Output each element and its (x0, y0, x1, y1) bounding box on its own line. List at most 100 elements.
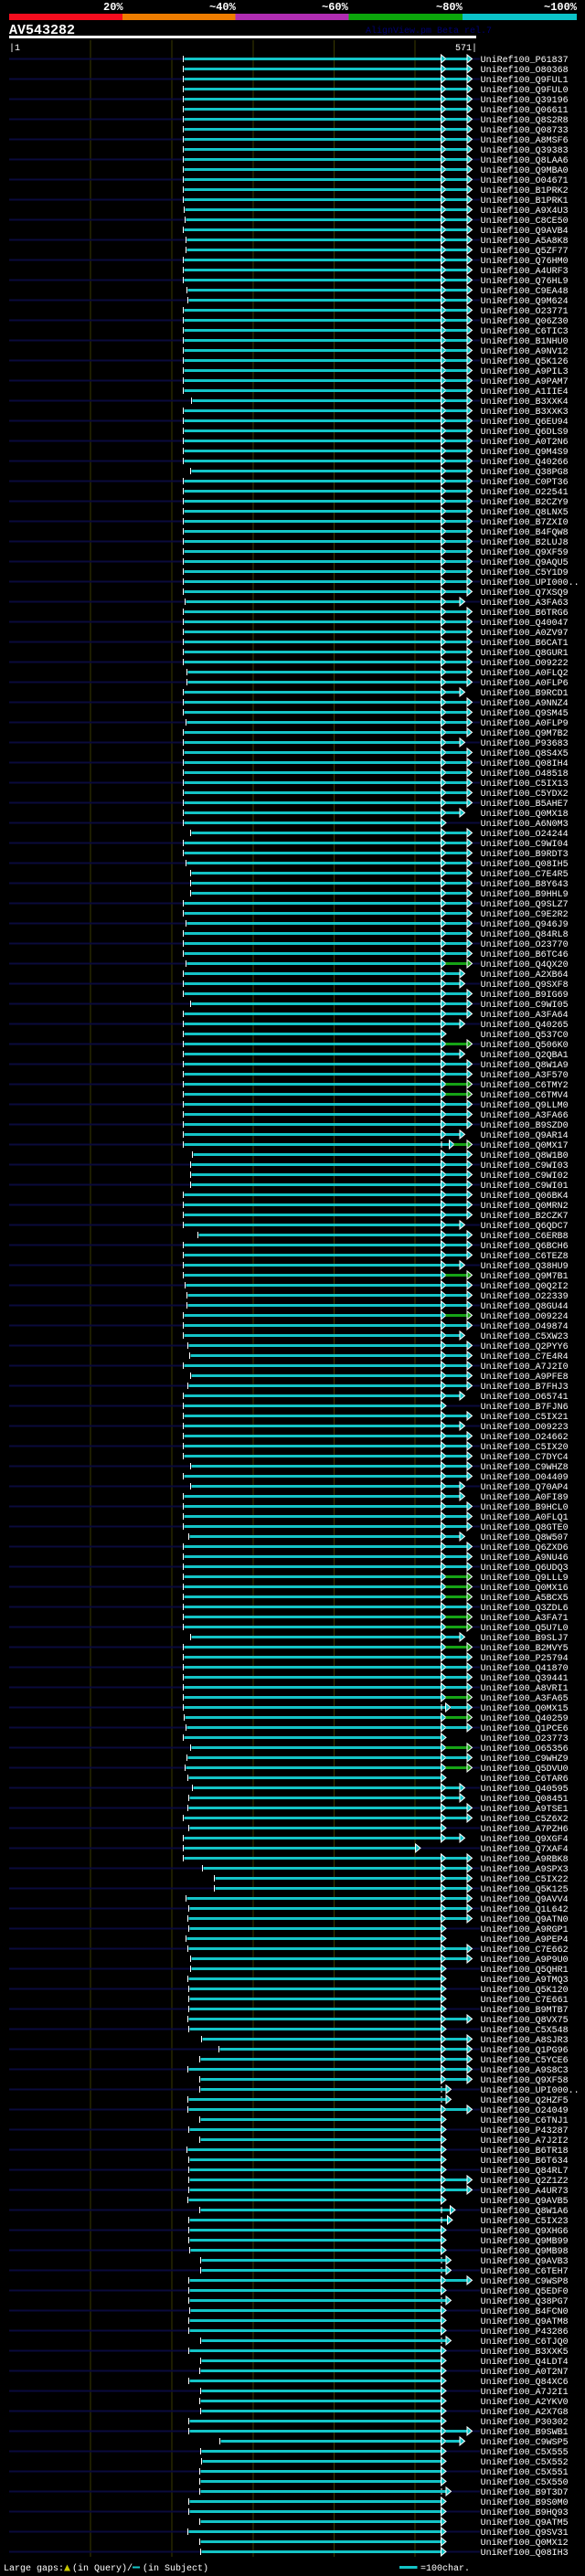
svg-text:UniRef100_A0ZV97: UniRef100_A0ZV97 (481, 628, 569, 639)
svg-text:UniRef100_B7FJN6: UniRef100_B7FJN6 (481, 1402, 569, 1413)
svg-text:UniRef100_A6N0M3: UniRef100_A6N0M3 (481, 819, 569, 830)
svg-text:UniRef100_Q40259: UniRef100_Q40259 (481, 1713, 569, 1724)
svg-text:UniRef100_C5Y1D9: UniRef100_C5Y1D9 (481, 567, 569, 578)
svg-text:UniRef100_A3FA65: UniRef100_A3FA65 (481, 1693, 569, 1704)
svg-text:UniRef100_Q06Z30: UniRef100_Q06Z30 (481, 316, 569, 327)
svg-text:UniRef100_Q39383: UniRef100_Q39383 (481, 145, 569, 156)
svg-text:UniRef100_O24244: UniRef100_O24244 (481, 829, 569, 840)
svg-text:UniRef100_Q2QBA1: UniRef100_Q2QBA1 (481, 1050, 569, 1061)
svg-text:UniRef100_A5A8K8: UniRef100_A5A8K8 (481, 236, 569, 247)
svg-text:UniRef100_C9WHZ9: UniRef100_C9WHZ9 (481, 1754, 569, 1765)
svg-text:UniRef100_A2YKV0: UniRef100_A2YKV0 (481, 2397, 569, 2408)
svg-text:UniRef100_Q1L642: UniRef100_Q1L642 (481, 1904, 569, 1915)
svg-text:20%: 20% (103, 1, 123, 14)
svg-text:UniRef100_O49874: UniRef100_O49874 (481, 1321, 569, 1332)
svg-text:UniRef100_A9SPX3: UniRef100_A9SPX3 (481, 1864, 569, 1875)
svg-text:UniRef100_Q06611: UniRef100_Q06611 (481, 105, 569, 116)
svg-text:UniRef100_P43286: UniRef100_P43286 (481, 2327, 569, 2337)
svg-text:UniRef100_C5XW23: UniRef100_C5XW23 (481, 1331, 569, 1342)
svg-text:UniRef100_A7J2I2: UniRef100_A7J2I2 (481, 2136, 569, 2147)
svg-text:UniRef100_C9WSP5: UniRef100_C9WSP5 (481, 2437, 569, 2448)
svg-text:UniRef100_Q8LAA6: UniRef100_Q8LAA6 (481, 155, 569, 166)
svg-text:UniRef100_Q4LDT4: UniRef100_Q4LDT4 (481, 2357, 569, 2368)
svg-text:UniRef100_B6CAT1: UniRef100_B6CAT1 (481, 638, 569, 649)
svg-text:UniRef100_C6ERB8: UniRef100_C6ERB8 (481, 1231, 569, 1242)
svg-text:UniRef100_C7DYC4: UniRef100_C7DYC4 (481, 1452, 569, 1463)
svg-text:UniRef100_Q9ATM5: UniRef100_Q9ATM5 (481, 2518, 569, 2528)
svg-text:UniRef100_Q38PG8: UniRef100_Q38PG8 (481, 467, 569, 478)
svg-text:UniRef100_Q9M7B1: UniRef100_Q9M7B1 (481, 1271, 569, 1282)
svg-text:UniRef100_Q8W1B0: UniRef100_Q8W1B0 (481, 1150, 569, 1161)
svg-text:UniRef100_Q9MB99: UniRef100_Q9MB99 (481, 2236, 569, 2247)
svg-text:UniRef100_Q2HZF5: UniRef100_Q2HZF5 (481, 2095, 569, 2106)
svg-text:UniRef100_C5X555: UniRef100_C5X555 (481, 2447, 569, 2458)
svg-text:UniRef100_Q08733: UniRef100_Q08733 (481, 125, 569, 136)
svg-text:UniRef100_Q5ZF77: UniRef100_Q5ZF77 (481, 246, 569, 257)
svg-text:UniRef100_B2MVY5: UniRef100_B2MVY5 (481, 1643, 569, 1654)
svg-text:UniRef100_B1NHU0: UniRef100_B1NHU0 (481, 336, 569, 347)
svg-text:UniRef100_Q5DVU0: UniRef100_Q5DVU0 (481, 1764, 569, 1775)
svg-text:UniRef100_Q537C0: UniRef100_Q537C0 (481, 1030, 569, 1041)
svg-text:UniRef100_C5YDX2: UniRef100_C5YDX2 (481, 789, 569, 800)
svg-text:UniRef100_Q08IH4: UniRef100_Q08IH4 (481, 758, 569, 769)
svg-text:UniRef100_B1PRK1: UniRef100_B1PRK1 (481, 196, 569, 207)
svg-text:UniRef100_Q8W507: UniRef100_Q8W507 (481, 1532, 569, 1543)
svg-text:UniRef100_Q2Z1Z2: UniRef100_Q2Z1Z2 (481, 2176, 569, 2187)
svg-text:UniRef100_Q4QX20: UniRef100_Q4QX20 (481, 959, 569, 970)
svg-text:UniRef100_Q39441: UniRef100_Q39441 (481, 1673, 569, 1684)
svg-text:UniRef100_Q5K126: UniRef100_Q5K126 (481, 356, 569, 367)
svg-text:UniRef100_A9NU46: UniRef100_A9NU46 (481, 1553, 569, 1564)
svg-text:UniRef100_C9WSP8: UniRef100_C9WSP8 (481, 2276, 569, 2287)
svg-text:UniRef100_C9E2R2: UniRef100_C9E2R2 (481, 909, 569, 920)
svg-text:UniRef100_Q08451: UniRef100_Q08451 (481, 1794, 569, 1805)
svg-text:UniRef100_C6TIC3: UniRef100_C6TIC3 (481, 326, 569, 337)
svg-text:UniRef100_A9TSE1: UniRef100_A9TSE1 (481, 1804, 569, 1815)
svg-text:UniRef100_Q9AVB5: UniRef100_Q9AVB5 (481, 2196, 569, 2207)
svg-text:UniRef100_Q9AR14: UniRef100_Q9AR14 (481, 1130, 569, 1141)
svg-text:UniRef100_O22541: UniRef100_O22541 (481, 487, 569, 498)
svg-text:UniRef100_C9WI01: UniRef100_C9WI01 (481, 1181, 569, 1192)
svg-text:UniRef100_O22339: UniRef100_O22339 (481, 1291, 569, 1302)
svg-text:UniRef100_C9EA48: UniRef100_C9EA48 (481, 286, 569, 297)
svg-text:UniRef100_Q40047: UniRef100_Q40047 (481, 618, 569, 629)
svg-text:UniRef100_Q8W1A9: UniRef100_Q8W1A9 (481, 1060, 569, 1071)
svg-text:UniRef100_C5X550: UniRef100_C5X550 (481, 2477, 569, 2488)
svg-text:UniRef100_Q9XF59: UniRef100_Q9XF59 (481, 547, 569, 558)
svg-text:UniRef100_B3XXK3: UniRef100_B3XXK3 (481, 407, 569, 418)
svg-text:Large gaps:: Large gaps: (4, 2564, 64, 2574)
svg-text:AlignView.pm Beta rel.7: AlignView.pm Beta rel.7 (366, 26, 492, 37)
svg-text:UniRef100_A0T2N7: UniRef100_A0T2N7 (481, 2367, 569, 2378)
svg-text:=100char.: =100char. (420, 2563, 470, 2574)
svg-text:~40%: ~40% (209, 1, 237, 14)
svg-text:UniRef100_Q9XHG6: UniRef100_Q9XHG6 (481, 2226, 569, 2237)
svg-text:UniRef100_Q3ZDL6: UniRef100_Q3ZDL6 (481, 1603, 569, 1614)
svg-text:UniRef100_A2XB64: UniRef100_A2XB64 (481, 970, 569, 981)
svg-text:UniRef100_B1PRK2: UniRef100_B1PRK2 (481, 186, 569, 196)
svg-text:UniRef100_Q9M4S9: UniRef100_Q9M4S9 (481, 447, 569, 458)
svg-text:UniRef100_Q6QDC7: UniRef100_Q6QDC7 (481, 1221, 569, 1232)
svg-text:UniRef100_B3XXK5: UniRef100_B3XXK5 (481, 2347, 569, 2358)
svg-text:UniRef100_C5YCE6: UniRef100_C5YCE6 (481, 2055, 569, 2066)
svg-text:UniRef100_Q84RL7: UniRef100_Q84RL7 (481, 2166, 569, 2177)
svg-text:UniRef100_Q9AVB3: UniRef100_Q9AVB3 (481, 2256, 569, 2267)
svg-text:UniRef100_Q39196: UniRef100_Q39196 (481, 95, 569, 106)
svg-text:UniRef100_Q8S2R8: UniRef100_Q8S2R8 (481, 115, 569, 126)
svg-text:UniRef100_A9RGP1: UniRef100_A9RGP1 (481, 1924, 569, 1935)
svg-text:UniRef100_Q9AVB4: UniRef100_Q9AVB4 (481, 226, 569, 237)
svg-text:UniRef100_O48518: UniRef100_O48518 (481, 769, 569, 779)
svg-text:UniRef100_C5IX21: UniRef100_C5IX21 (481, 1412, 569, 1423)
svg-text:UniRef100_B9SLJ7: UniRef100_B9SLJ7 (481, 1633, 569, 1644)
svg-text:UniRef100_Q9XF58: UniRef100_Q9XF58 (481, 2075, 569, 2086)
svg-text:UniRef100_A0T2N6: UniRef100_A0T2N6 (481, 437, 569, 448)
svg-text:UniRef100_C9WHZ8: UniRef100_C9WHZ8 (481, 1462, 569, 1473)
svg-text:UniRef100_Q6EU94: UniRef100_Q6EU94 (481, 417, 569, 428)
svg-text:UniRef100_C5IX22: UniRef100_C5IX22 (481, 1874, 569, 1885)
svg-text:UniRef100_C6TAR6: UniRef100_C6TAR6 (481, 1774, 569, 1785)
svg-text:UniRef100_Q9LLL9: UniRef100_Q9LLL9 (481, 1573, 569, 1584)
svg-text:UniRef100_B6T634: UniRef100_B6T634 (481, 2156, 569, 2167)
svg-text:UniRef100_A8VRI1: UniRef100_A8VRI1 (481, 1683, 569, 1694)
svg-text:UniRef100_C9WI02: UniRef100_C9WI02 (481, 1171, 569, 1182)
svg-text:UniRef100_Q9SXF8: UniRef100_Q9SXF8 (481, 980, 569, 991)
svg-text:UniRef100_Q76HL9: UniRef100_Q76HL9 (481, 276, 569, 287)
svg-text:UniRef100_B7ZXI0: UniRef100_B7ZXI0 (481, 517, 569, 528)
